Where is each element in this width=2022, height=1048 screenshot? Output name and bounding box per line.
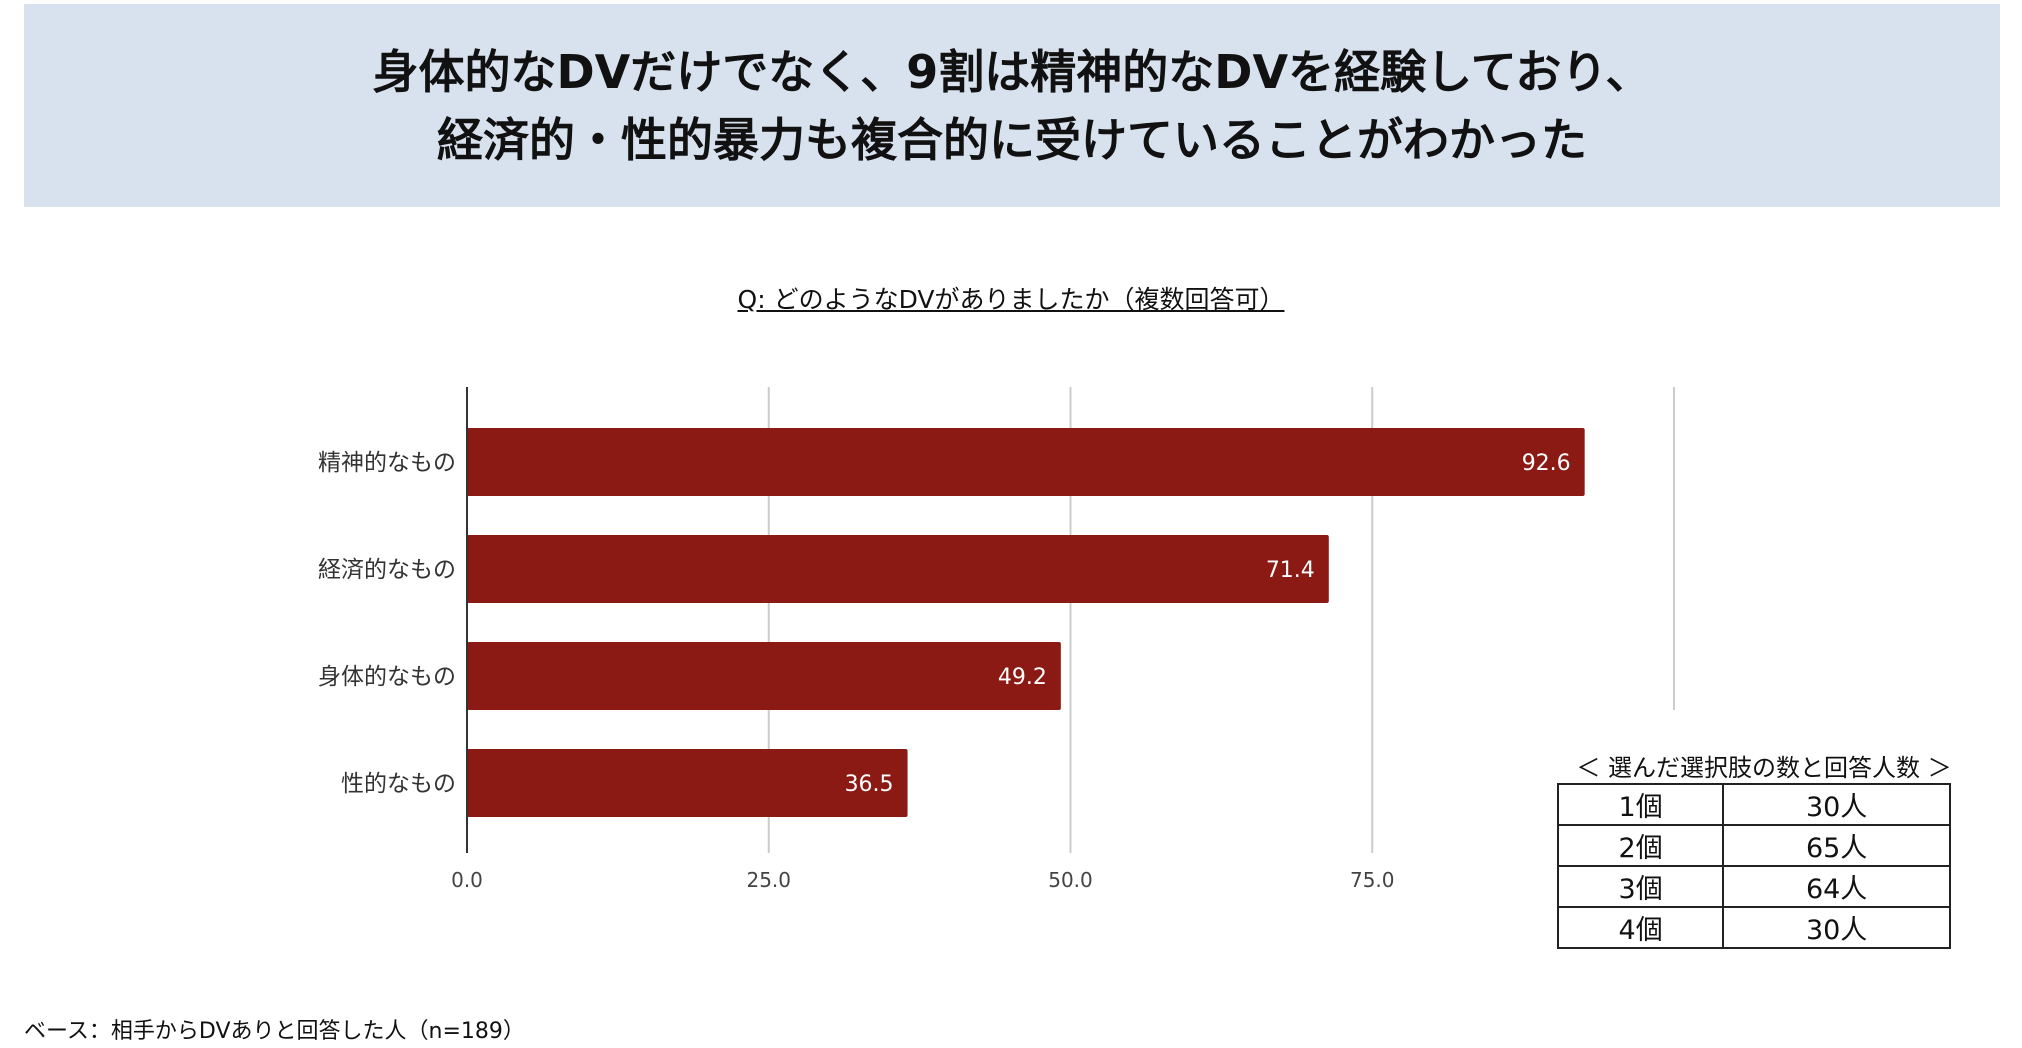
chart-title: Q: どのようなDVがありましたか（複数回答可） xyxy=(737,285,1285,314)
respondents-cell: 30人 xyxy=(1722,783,1951,826)
table-row: 2個 65人 xyxy=(1556,824,1951,867)
headline-banner: 身体的なDVだけでなく、9割は精神的なDVを経験しており、 経済的・性的暴力も複… xyxy=(24,4,2000,207)
table-row: 3個 64人 xyxy=(1556,865,1951,908)
x-tick-label: 50.0 xyxy=(1048,868,1093,892)
category-label: 経済的なもの xyxy=(318,557,456,583)
table-row: 4個 30人 xyxy=(1556,906,1951,949)
data-label: 71.4 xyxy=(1266,558,1315,583)
category-label: 身体的なもの xyxy=(318,664,456,690)
base-note: ベース：相手からDVありと回答した人（n=189） xyxy=(24,1019,525,1044)
data-label: 36.5 xyxy=(845,772,894,797)
bar xyxy=(467,642,1061,710)
bar xyxy=(467,749,908,817)
choices-count-cell: 1個 xyxy=(1556,783,1725,826)
headline-line-1: 身体的なDVだけでなく、9割は精神的なDVを経験しており、 xyxy=(372,44,1652,99)
data-label: 49.2 xyxy=(998,665,1047,690)
choices-table: 1個 30人 2個 65人 3個 64人 4個 30人 xyxy=(1556,783,1951,949)
respondents-cell: 65人 xyxy=(1722,824,1951,867)
choices-count-cell: 2個 xyxy=(1556,824,1725,867)
bar xyxy=(467,428,1585,496)
bar xyxy=(467,535,1329,603)
respondents-cell: 64人 xyxy=(1722,865,1951,908)
x-tick-label: 75.0 xyxy=(1350,868,1395,892)
category-label: 性的なもの xyxy=(341,771,456,797)
choices-count-cell: 4個 xyxy=(1556,906,1725,949)
x-tick-label: 25.0 xyxy=(746,868,791,892)
choices-table-title: ＜ 選んだ選択肢の数と回答人数 ＞ xyxy=(1576,754,1952,782)
respondents-cell: 30人 xyxy=(1722,906,1951,949)
choices-count-cell: 3個 xyxy=(1556,865,1725,908)
headline-line-2: 経済的・性的暴力も複合的に受けていることがわかった xyxy=(437,112,1587,167)
data-label: 92.6 xyxy=(1522,451,1571,476)
x-tick-label: 0.0 xyxy=(451,868,483,892)
category-label: 精神的なもの xyxy=(318,450,456,476)
table-row: 1個 30人 xyxy=(1556,783,1951,826)
